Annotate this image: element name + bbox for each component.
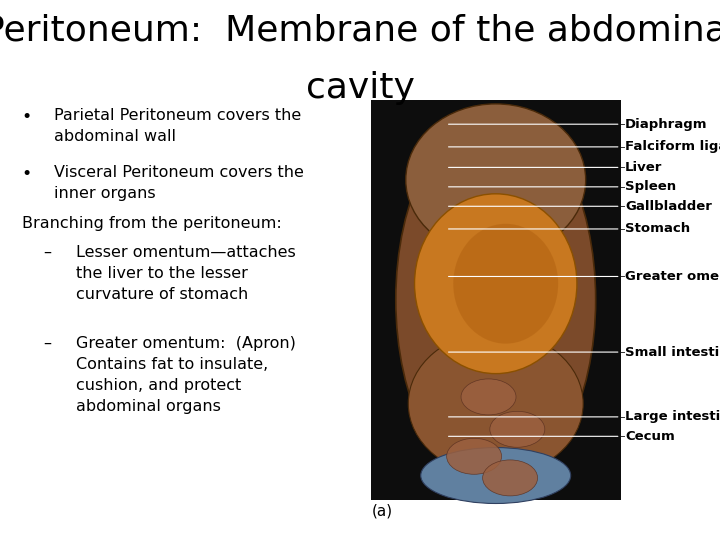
Text: Cecum: Cecum <box>625 430 675 443</box>
Text: Liver: Liver <box>625 161 662 174</box>
Text: Small intestine: Small intestine <box>625 346 720 359</box>
Ellipse shape <box>446 438 502 474</box>
FancyBboxPatch shape <box>371 100 621 500</box>
Text: Stomach: Stomach <box>625 222 690 235</box>
Text: •: • <box>22 108 32 126</box>
Text: Peritoneum:  Membrane of the abdominal: Peritoneum: Membrane of the abdominal <box>0 14 720 48</box>
Text: cavity: cavity <box>305 71 415 105</box>
Text: Large intestine: Large intestine <box>625 410 720 423</box>
Text: –: – <box>43 336 51 351</box>
Ellipse shape <box>396 112 595 488</box>
Text: Greater omentum: Greater omentum <box>625 270 720 283</box>
Text: Diaphragm: Diaphragm <box>625 118 708 131</box>
Text: Gallbladder: Gallbladder <box>625 200 712 213</box>
Text: Falciform ligament: Falciform ligament <box>625 140 720 153</box>
Text: Branching from the peritoneum:: Branching from the peritoneum: <box>22 216 282 231</box>
Ellipse shape <box>406 104 585 256</box>
Ellipse shape <box>461 379 516 415</box>
Text: –: – <box>43 245 51 260</box>
Text: Spleen: Spleen <box>625 180 676 193</box>
Text: (a): (a) <box>372 504 393 519</box>
Ellipse shape <box>408 332 583 476</box>
Text: •: • <box>22 165 32 183</box>
Ellipse shape <box>420 448 571 503</box>
Text: Visceral Peritoneum covers the
inner organs: Visceral Peritoneum covers the inner org… <box>54 165 304 201</box>
Text: Lesser omentum—attaches
the liver to the lesser
curvature of stomach: Lesser omentum—attaches the liver to the… <box>76 245 295 302</box>
Ellipse shape <box>454 224 558 343</box>
Ellipse shape <box>415 194 577 374</box>
Ellipse shape <box>482 460 538 496</box>
Text: Parietal Peritoneum covers the
abdominal wall: Parietal Peritoneum covers the abdominal… <box>54 108 301 144</box>
Text: Greater omentum:  (Apron)
Contains fat to insulate,
cushion, and protect
abdomin: Greater omentum: (Apron) Contains fat to… <box>76 336 295 414</box>
Ellipse shape <box>490 411 545 447</box>
